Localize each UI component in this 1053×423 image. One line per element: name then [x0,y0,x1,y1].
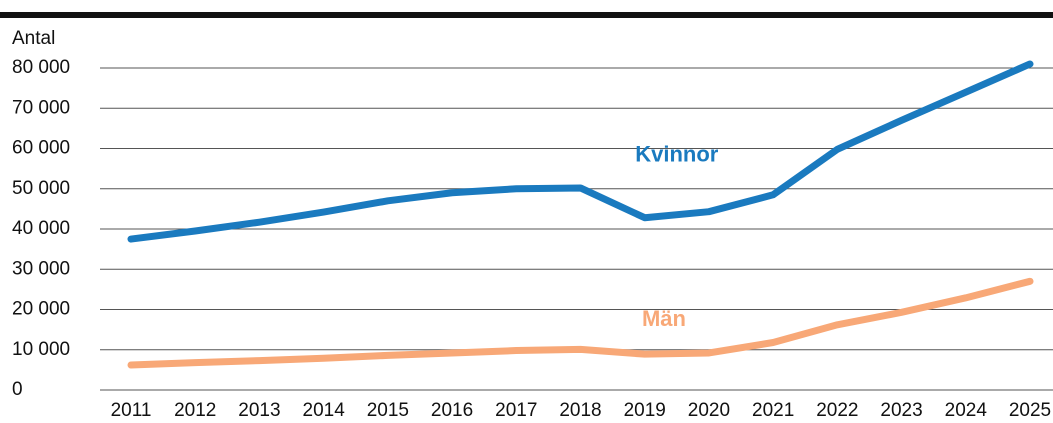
series-line [127,60,1034,243]
x-tick-label: 2014 [303,400,346,421]
x-tick-label: 2012 [174,400,216,421]
y-tick-label: 10 000 [12,339,70,360]
x-tick-label: 2023 [880,400,922,421]
y-tick-label: 30 000 [12,258,70,279]
y-axis-label: Antal [12,28,55,49]
x-tick-label: 2025 [1009,400,1051,421]
x-tick-label: 2024 [945,400,988,421]
y-tick-label: 0 [12,379,23,400]
x-tick-label: 2020 [688,400,730,421]
x-tick-label: 2018 [559,400,601,421]
y-tick-label: 80 000 [12,57,70,78]
series-line [127,277,1034,369]
x-tick-label: 2017 [495,400,537,421]
y-tick-label: 60 000 [12,138,70,159]
y-tick-label: 70 000 [12,97,70,118]
x-tick-label: 2015 [367,400,409,421]
x-tick-label: 2013 [238,400,280,421]
x-tick-label: 2022 [816,400,858,421]
top-rule [0,12,1053,18]
y-tick-label: 20 000 [12,299,70,320]
x-tick-label: 2011 [111,400,152,421]
series-label: Kvinnor [635,142,719,167]
y-tick-label: 50 000 [12,178,70,199]
x-tick-label: 2021 [752,400,794,421]
series-label: Män [642,306,686,331]
x-tick-label: 2019 [624,400,666,421]
y-tick-label: 40 000 [12,218,70,239]
x-tick-label: 2016 [431,400,473,421]
